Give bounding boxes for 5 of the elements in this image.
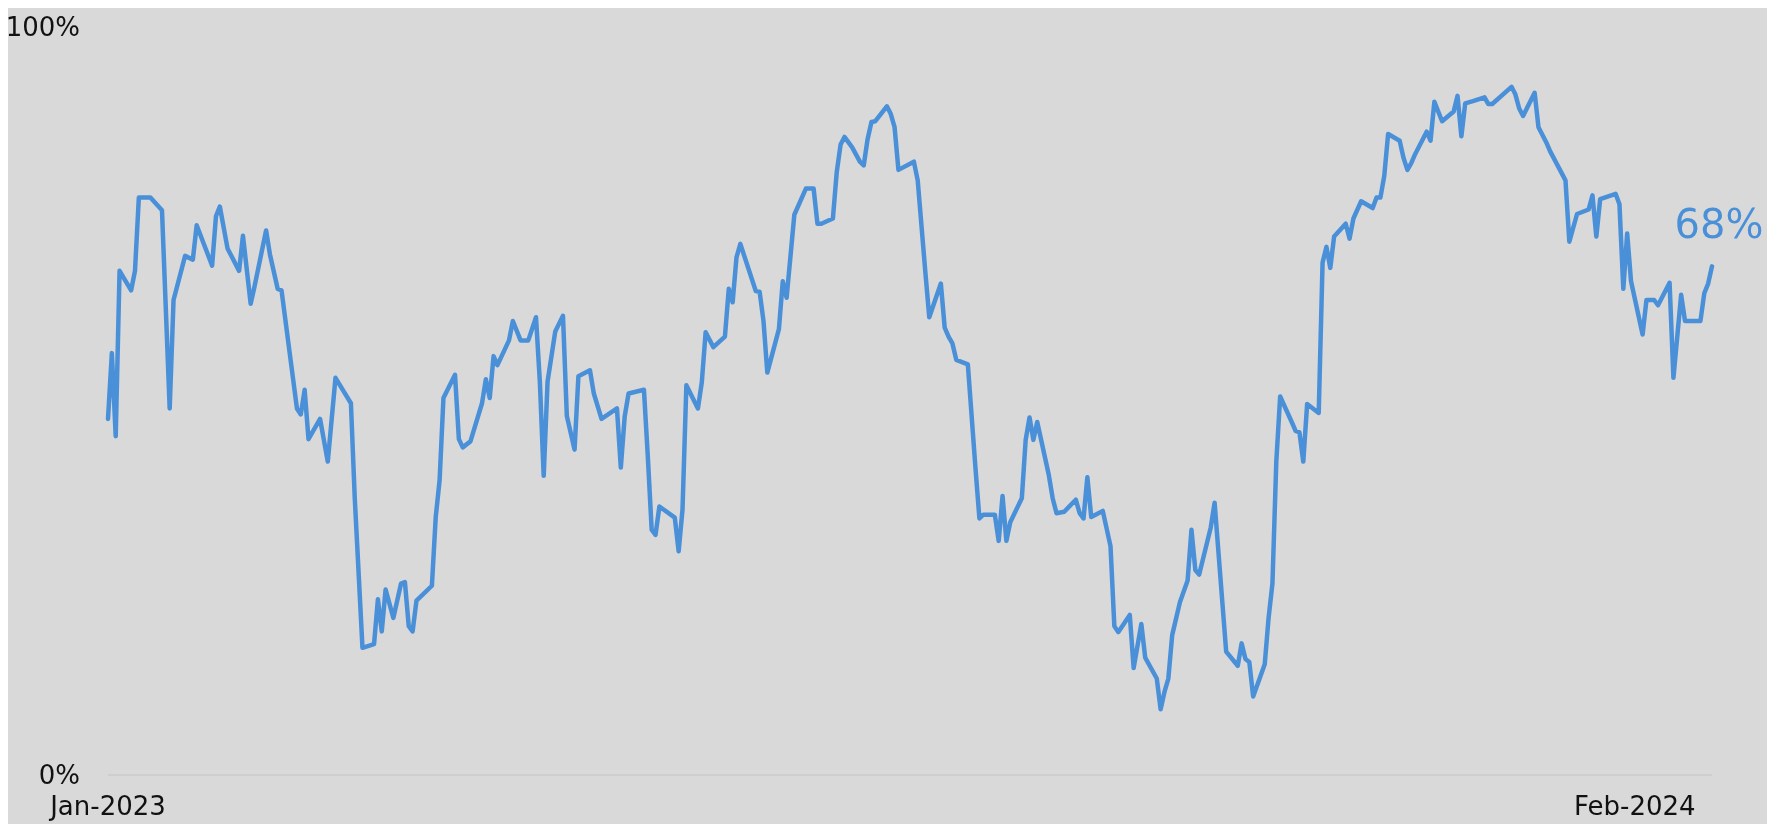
x-tick-label: Feb-2024: [1574, 791, 1696, 821]
y-tick-label: 100%: [5, 12, 80, 42]
y-tick-label: 0%: [38, 760, 80, 790]
x-tick-label: Jan-2023: [48, 791, 166, 821]
annotation: 68%: [1674, 201, 1764, 248]
